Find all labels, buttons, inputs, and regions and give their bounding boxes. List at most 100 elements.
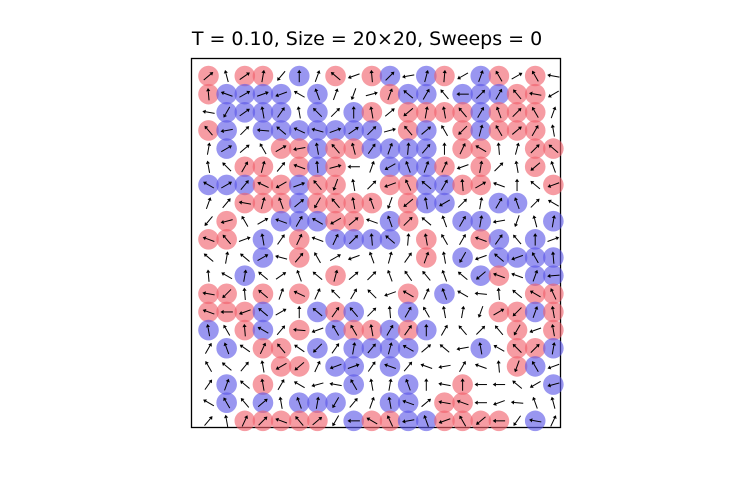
spin-arrow [312, 416, 323, 426]
spin-arrow [275, 417, 288, 424]
spin-arrow [474, 400, 487, 405]
spin-arrow [312, 217, 324, 225]
spin-arrow [441, 215, 448, 228]
spin-arrow [514, 178, 520, 192]
spin-arrow [547, 182, 560, 188]
figure-title: T = 0.10, Size = 20×20, Sweeps = 0 [191, 28, 543, 50]
spin-arrow [331, 306, 340, 318]
spin-arrow [224, 378, 230, 391]
spin-arrow [441, 233, 448, 245]
spin-arrow [348, 234, 359, 245]
spin-arrow [367, 271, 377, 281]
spin-arrow [352, 342, 357, 355]
spin-arrow [221, 181, 233, 189]
spin-arrow [421, 180, 432, 190]
spin-arrow [424, 70, 430, 83]
spin-arrow [548, 144, 559, 153]
spin-arrow [530, 162, 541, 171]
spin-arrow [313, 343, 323, 353]
spin-arrow [529, 381, 541, 388]
spin-arrow [384, 108, 395, 117]
spin-arrow [330, 72, 341, 81]
spin-arrow [456, 92, 469, 97]
spin-arrow [314, 288, 321, 300]
spin-arrow [275, 308, 287, 316]
spin-arrow [223, 106, 231, 118]
spin-arrow [277, 379, 285, 391]
spin-arrow [551, 342, 556, 355]
spin-arrow [294, 252, 304, 263]
spin-arrow [258, 307, 269, 317]
spin-arrow [332, 324, 340, 336]
spin-arrow [475, 145, 487, 153]
spin-arrow [368, 251, 375, 264]
spin-arrow [350, 142, 356, 155]
spin-arrow [439, 344, 450, 353]
spin-arrow [331, 289, 341, 299]
spin-arrow [476, 325, 486, 335]
spin-arrow [513, 415, 522, 426]
spin-arrow [384, 182, 397, 188]
spin-arrow [532, 396, 538, 409]
spin-arrow [387, 88, 393, 101]
spin-arrow [311, 127, 324, 133]
spin-arrow [223, 70, 229, 83]
spin-arrow [311, 327, 324, 334]
spin-arrow [495, 125, 503, 137]
spin-arrow [369, 323, 374, 337]
spin-arrow [314, 360, 321, 373]
spin-arrow [241, 215, 249, 227]
spin-arrow [550, 124, 555, 137]
spin-arrow [223, 324, 231, 336]
spin-arrow [440, 179, 448, 191]
spin-arrow [205, 361, 213, 373]
spin-arrow [514, 360, 520, 373]
spin-arrow [275, 218, 288, 224]
spin-arrow [315, 396, 320, 409]
spin-arrow [222, 198, 231, 209]
spin-arrow [369, 396, 375, 409]
spin-arrow [220, 128, 233, 134]
spin-arrow [512, 380, 523, 389]
spin-arrow [496, 360, 501, 373]
spin-arrow [531, 106, 539, 118]
spin-arrow [511, 272, 524, 279]
spin-arrow [474, 291, 487, 296]
spin-arrow [402, 344, 414, 352]
spin-arrow [476, 416, 486, 425]
spin-arrow [424, 378, 429, 391]
spin-arrow [531, 252, 539, 264]
spin-arrow [493, 344, 505, 352]
spin-arrow [332, 397, 340, 409]
spin-arrow [550, 415, 557, 427]
spin-arrow [350, 379, 358, 391]
spin-arrow [293, 327, 306, 332]
spin-arrow [459, 251, 467, 263]
spin-arrow [367, 126, 377, 136]
spin-arrow [403, 90, 414, 99]
spin-arrow [293, 381, 305, 389]
spin-arrow [406, 142, 411, 155]
spin-arrow [206, 269, 211, 282]
spin-arrow [202, 291, 215, 296]
spin-arrow [240, 361, 249, 372]
spin-arrow [365, 91, 378, 97]
spin-arrow [460, 178, 465, 192]
spin-arrow [293, 181, 306, 188]
spin-arrow [494, 325, 504, 336]
spin-arrow [492, 219, 506, 224]
spin-arrow [478, 124, 484, 137]
spin-arrow [402, 419, 415, 424]
spin-arrow [204, 416, 213, 426]
spin-arrow [404, 179, 412, 191]
spin-arrow [495, 88, 503, 100]
spin-arrow [220, 91, 233, 97]
spin-arrow [404, 306, 412, 318]
spin-arrow [459, 361, 466, 373]
spin-arrow [366, 417, 378, 425]
spin-arrow [404, 252, 412, 263]
spin-arrow [384, 163, 396, 171]
spin-arrow [239, 72, 250, 80]
spin-arrow [277, 234, 285, 245]
spin-arrow [275, 272, 287, 280]
